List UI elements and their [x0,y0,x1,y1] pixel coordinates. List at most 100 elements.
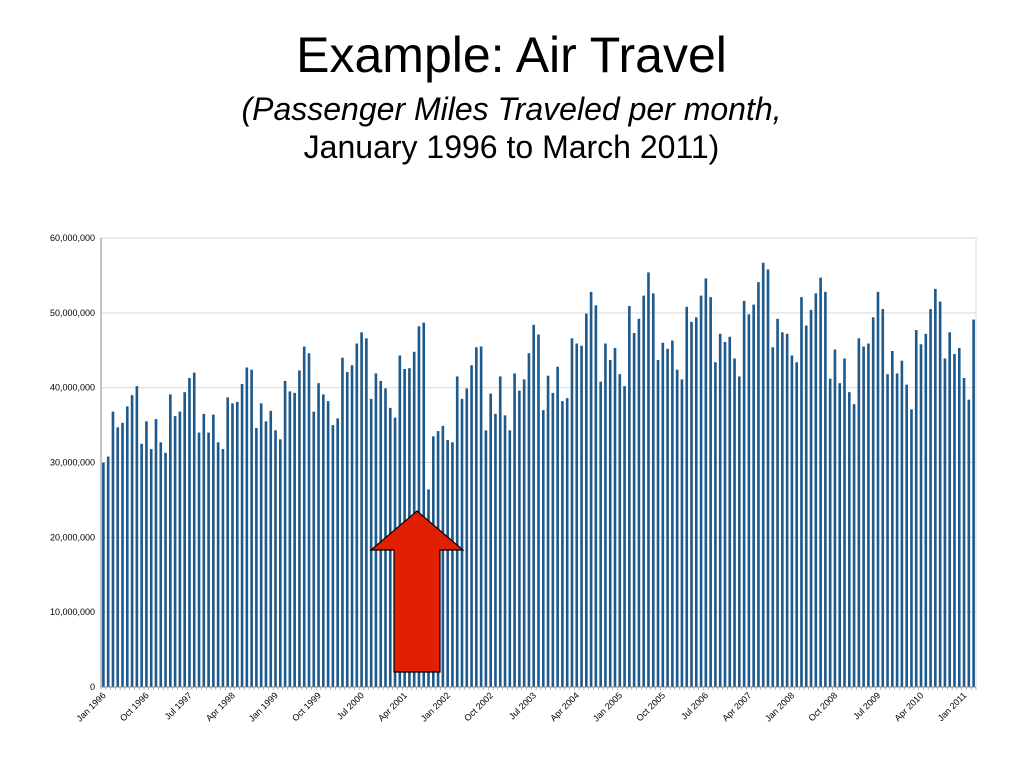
bar [537,334,540,687]
bar [857,338,861,687]
bar [690,321,693,687]
bar [212,414,215,687]
bar [580,345,583,687]
bar [718,333,722,687]
bar [331,425,335,687]
x-tick-label: Oct 1999 [290,690,323,723]
x-tick-labels: Jan 1996 Oct 1996 Jul 1997 Apr 1998 Jan 1999… [75,690,969,723]
bar [441,425,445,687]
bar [561,401,564,687]
bar [255,428,258,687]
bar [527,353,531,687]
bar [341,357,344,687]
bar [699,295,703,687]
bar [910,409,913,687]
bar [661,342,665,687]
bar [307,353,311,687]
bar [867,343,870,687]
bar [326,401,330,687]
bar [565,398,569,687]
bar [943,358,947,687]
bar [929,309,932,687]
bar [250,369,253,687]
bar [159,442,163,687]
bar [551,392,555,687]
bar [623,386,626,687]
bar [895,373,899,687]
bar [790,355,794,687]
bar [135,386,139,687]
bar [570,338,574,687]
bar [494,413,497,687]
x-tick-label: Jul 1997 [163,690,194,721]
bar [188,377,191,687]
y-tick-label: 30,000,000 [50,458,95,468]
bar [202,413,206,687]
x-tick-label: Oct 2005 [634,690,667,723]
bar [226,397,230,687]
bar [240,383,244,687]
bar [508,430,512,687]
bar [694,317,698,687]
bar [455,376,459,687]
bar [470,365,473,687]
bar [140,443,143,687]
bar [972,319,975,687]
bar [164,452,167,687]
bar [804,325,808,687]
bar [833,349,837,687]
bar [795,362,799,687]
bar [685,306,689,687]
slide-title: Example: Air Travel [296,27,727,83]
bar [556,366,559,687]
bar [221,449,225,687]
y-tick-label: 20,000,000 [50,532,95,542]
slide-subtitle-line-1: (Passenger Miles Traveled per month, [241,91,782,127]
x-tick-label: Oct 2008 [806,690,839,723]
y-tick-label: 40,000,000 [50,383,95,393]
bar [585,313,588,687]
y-tick-label: 60,000,000 [50,233,95,243]
bar-series [102,262,975,688]
bar [102,462,105,687]
bar [905,384,908,687]
bar [398,355,402,687]
bar [503,415,507,687]
bar [613,348,617,687]
bar [498,376,502,687]
bar [178,411,182,687]
bar [374,373,378,687]
bar [876,291,880,687]
bar [197,432,201,687]
bar [446,440,449,687]
x-tick-label: Apr 2001 [376,690,409,723]
bar [838,383,842,687]
bar [776,318,779,687]
bar [914,330,918,687]
bar [967,399,971,687]
bar [192,372,196,687]
x-tick-label: Apr 1998 [204,690,237,723]
x-tick-label: Jan 2011 [936,690,969,723]
bar [766,269,770,687]
x-tick-label: Jul 2003 [507,690,538,721]
bar [116,427,120,687]
bar [350,365,354,687]
bar [604,343,607,687]
bar [843,358,846,687]
bar [962,377,966,687]
x-tick-label: Oct 2002 [462,690,495,723]
y-tick-label: 50,000,000 [50,308,95,318]
bar [484,430,488,687]
bar [522,379,526,687]
bar [207,432,210,687]
bar [953,353,956,687]
bar [608,359,612,687]
bar [245,367,249,687]
bar [924,333,928,687]
bar [317,383,320,687]
bar [709,297,712,687]
bar [733,358,736,687]
bar [881,309,885,687]
